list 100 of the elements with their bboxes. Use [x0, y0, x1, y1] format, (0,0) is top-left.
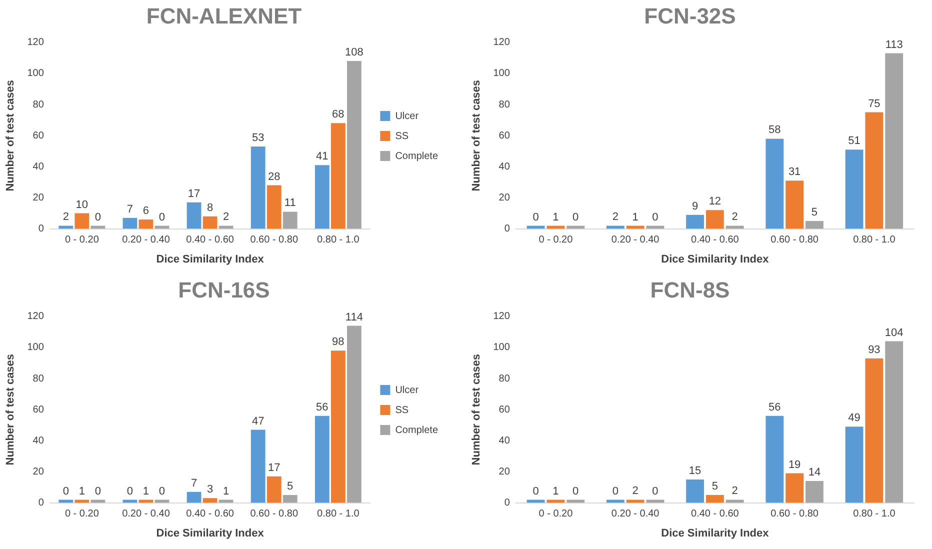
- data-label: 6: [142, 205, 150, 218]
- data-label: 0: [94, 211, 101, 224]
- data-label: 0: [572, 485, 579, 498]
- data-label: 19: [788, 458, 801, 471]
- y-axis-title: Number of test cases: [4, 354, 17, 466]
- data-label: 41: [316, 150, 328, 163]
- bar: [330, 123, 346, 229]
- data-label: 75: [868, 98, 880, 110]
- bar: [766, 416, 784, 503]
- bar: [626, 500, 644, 503]
- y-tick-label: 20: [498, 466, 510, 478]
- data-label: 0: [612, 485, 618, 498]
- data-label: 104: [884, 326, 904, 339]
- data-label: 2: [732, 485, 738, 498]
- chart-title: FCN-16S: [178, 277, 270, 302]
- data-label: 47: [252, 415, 264, 428]
- x-tick-label: 0 - 0.20: [64, 234, 100, 246]
- data-label: 1: [552, 485, 559, 498]
- data-label: 0: [62, 485, 69, 498]
- bar: [845, 426, 864, 503]
- data-label: 58: [768, 124, 781, 136]
- y-tick-label: 80: [498, 99, 510, 110]
- y-tick-label: 80: [498, 373, 510, 384]
- bar: [266, 185, 282, 229]
- chart-title: FCN-32S: [644, 3, 736, 28]
- data-label: 0: [652, 211, 658, 224]
- x-axis-title: Dice Similarity Index: [156, 527, 265, 540]
- bar: [346, 326, 362, 503]
- y-tick-label: 80: [32, 99, 44, 110]
- data-label: 2: [732, 211, 738, 224]
- bar: [885, 341, 904, 503]
- bar: [865, 112, 884, 229]
- y-tick-label: 0: [504, 224, 510, 235]
- y-tick-label: 100: [493, 342, 510, 354]
- data-label: 31: [788, 166, 801, 178]
- bar: [786, 473, 804, 503]
- x-tick-label: 0.20 - 0.40: [611, 508, 660, 520]
- bar: [806, 481, 824, 503]
- bar: [266, 476, 282, 503]
- data-label: 11: [284, 197, 296, 210]
- bar: [726, 226, 744, 229]
- legend-label: Ulcer: [395, 384, 420, 396]
- data-label: 9: [692, 200, 698, 212]
- bar: [885, 53, 904, 229]
- data-label: 51: [848, 135, 860, 148]
- data-label: 0: [532, 211, 539, 224]
- data-label: 1: [78, 485, 85, 498]
- y-tick-label: 120: [27, 311, 44, 322]
- x-tick-label: 0.60 - 0.80: [770, 508, 819, 520]
- x-axis-title: Dice Similarity Index: [661, 253, 770, 266]
- data-label: 7: [126, 203, 134, 216]
- bar: [250, 146, 266, 229]
- data-label: 1: [222, 485, 230, 498]
- data-label: 108: [345, 46, 364, 59]
- x-tick-label: 0 - 0.20: [538, 234, 574, 246]
- x-tick-label: 0.40 - 0.60: [186, 508, 234, 520]
- data-label: 5: [287, 480, 294, 493]
- x-tick-label: 0.60 - 0.80: [250, 508, 298, 520]
- bar: [806, 221, 824, 229]
- data-label: 53: [252, 132, 264, 144]
- x-tick-label: 0.60 - 0.80: [770, 234, 819, 246]
- y-tick-label: 40: [32, 161, 44, 172]
- x-tick-label: 0.80 - 1.0: [853, 508, 896, 520]
- data-label: 2: [612, 211, 618, 224]
- data-label: 56: [768, 401, 781, 414]
- y-tick-label: 120: [27, 37, 44, 48]
- data-label: 2: [222, 211, 230, 224]
- data-label: 49: [848, 412, 860, 424]
- bar: [786, 180, 804, 229]
- bar: [202, 498, 218, 503]
- bar: [186, 202, 202, 229]
- y-axis-title: Number of test cases: [470, 80, 483, 192]
- bar: [706, 495, 724, 503]
- bar: [186, 492, 202, 503]
- data-label: 2: [62, 211, 69, 224]
- data-label: 5: [811, 206, 818, 219]
- legend-label: SS: [395, 404, 409, 416]
- y-tick-label: 0: [38, 224, 44, 235]
- y-tick-label: 0: [504, 498, 510, 509]
- x-tick-label: 0.40 - 0.60: [691, 234, 740, 246]
- bar: [282, 495, 298, 503]
- y-tick-label: 40: [32, 435, 44, 446]
- data-label: 28: [268, 170, 280, 183]
- bar: [58, 226, 74, 229]
- data-label: 17: [188, 188, 200, 200]
- data-label: 1: [142, 485, 150, 498]
- x-tick-label: 0.80 - 1.0: [853, 234, 896, 246]
- bar: [766, 138, 784, 229]
- y-axis-title: Number of test cases: [4, 80, 17, 192]
- bar: [138, 219, 154, 229]
- y-tick-label: 100: [27, 342, 44, 354]
- y-tick-label: 120: [493, 37, 510, 48]
- data-label: 3: [206, 484, 214, 496]
- bar: [282, 212, 298, 229]
- chart-title: FCN-8S: [650, 277, 730, 302]
- x-tick-label: 0.20 - 0.40: [122, 234, 170, 246]
- data-label: 68: [332, 108, 344, 121]
- data-label: 0: [532, 485, 539, 498]
- x-tick-label: 0.20 - 0.40: [611, 234, 660, 246]
- bar: [726, 500, 744, 503]
